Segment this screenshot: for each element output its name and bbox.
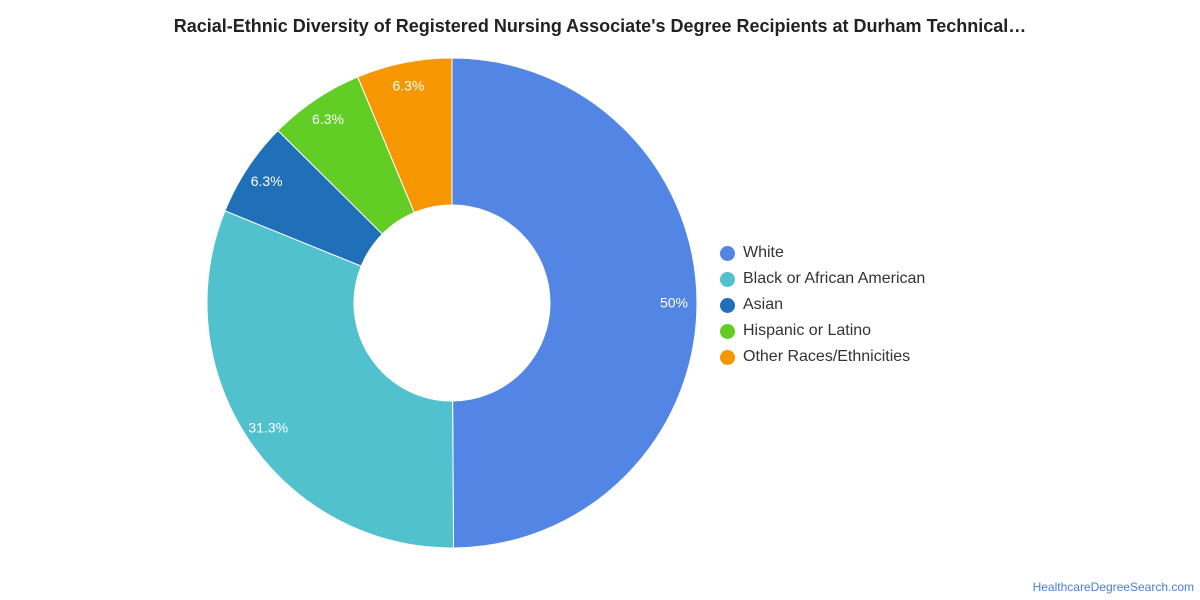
- legend-item-black-or-african-american[interactable]: Black or African American: [720, 266, 925, 292]
- legend-item-white[interactable]: White: [720, 240, 925, 266]
- chart-title: Racial-Ethnic Diversity of Registered Nu…: [173, 16, 1027, 36]
- source-link[interactable]: HealthcareDegreeSearch.com: [1032, 580, 1194, 594]
- slice-label-white: 50%: [660, 294, 688, 310]
- legend-swatch-icon: [720, 323, 735, 339]
- slice-other-races-ethnicities[interactable]: [357, 57, 453, 214]
- legend: White Black or African American Asian Hispa…: [720, 240, 925, 370]
- legend-label: White: [743, 244, 784, 261]
- slice-labels-group: 50% 31.3% 6.3% 6.3% 6.3%: [248, 77, 688, 435]
- legend-label: Hispanic or Latino: [743, 322, 872, 339]
- legend-label: Black or African American: [743, 270, 926, 287]
- legend-item-other-races-ethnicities[interactable]: Other Races/Ethnicities: [720, 344, 925, 370]
- legend-item-asian[interactable]: Asian: [720, 292, 925, 318]
- legend-label: Other Races/Ethnicities: [743, 348, 911, 365]
- legend-item-hispanic-or-latino[interactable]: Hispanic or Latino: [720, 318, 925, 344]
- legend-label: Asian: [743, 296, 784, 313]
- slice-label-hispanic-or-latino: 6.3%: [312, 111, 344, 127]
- slice-label-black-or-african-american: 31.3%: [248, 420, 288, 436]
- legend-swatch-icon: [720, 349, 735, 365]
- legend-swatch-icon: [720, 245, 735, 261]
- slice-white[interactable]: [451, 57, 698, 549]
- legend-swatch-icon: [720, 271, 735, 287]
- legend-swatch-icon: [720, 297, 735, 313]
- slice-label-other-races-ethnicities: 6.3%: [392, 77, 424, 93]
- slice-label-asian: 6.3%: [251, 173, 283, 189]
- slices-group: [206, 57, 698, 549]
- slice-black-or-african-american[interactable]: [206, 210, 455, 549]
